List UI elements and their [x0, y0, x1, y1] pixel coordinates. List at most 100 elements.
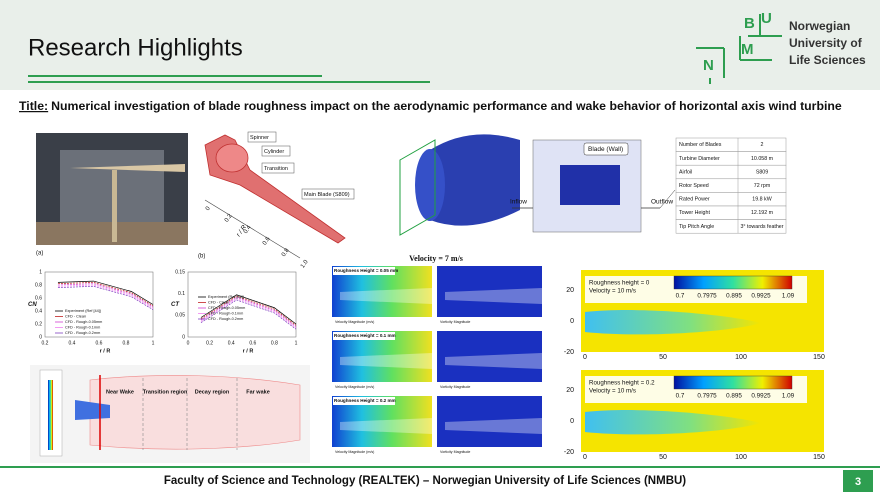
- chart-curve: [200, 299, 297, 330]
- x-tick-label: 0: [583, 454, 587, 461]
- footer-text: Faculty of Science and Technology (REALT…: [164, 475, 686, 487]
- wake-region: [89, 375, 301, 450]
- page-number-box: [843, 470, 873, 492]
- callout-box: [583, 142, 629, 156]
- legend-text: CFD - Rough-0.2mm: [65, 331, 100, 335]
- cfd-domain: [399, 134, 676, 236]
- callout-text: Transition: [264, 166, 288, 172]
- panel-bar-strip: [437, 317, 542, 326]
- x-tick-label: 1: [295, 340, 298, 346]
- photo-detail: [70, 164, 185, 172]
- table-cell: Airfoil: [679, 169, 692, 175]
- university-name: Life Sciences: [789, 53, 866, 67]
- x-axis-label: r / R: [243, 348, 254, 354]
- callout-text: Blade (Wall): [588, 146, 623, 153]
- chart-curve: [57, 284, 154, 309]
- table-cell: 3° towards feather: [740, 224, 783, 230]
- panel-bar-label: Vorticity Magnitude: [440, 320, 470, 324]
- wake-region-label: Near Wake: [106, 389, 134, 395]
- legend-text: CFD - Rough-0.05mm: [208, 306, 245, 310]
- wake-colorbar: [48, 380, 53, 450]
- flow-label: Outflow: [651, 199, 673, 206]
- contour-wake: [585, 410, 761, 435]
- colorbar-tick: 0.7975: [697, 393, 717, 400]
- x-tick-label: 100: [735, 454, 747, 461]
- leader-line: [659, 189, 676, 209]
- wake-streak: [340, 418, 432, 434]
- flow-panel: [437, 396, 542, 456]
- small-charts: 10.80.60.40.200.2 0.4 0.6 0.8 1r / RCNExperi…: [28, 269, 298, 354]
- panel-bar-label: Velocity Magnitude (m/s): [335, 385, 374, 389]
- y-tick-label: 0: [39, 334, 42, 340]
- velocity-panels: Velocity Magnitude (m/s) Vorticity Magnit…: [332, 266, 542, 456]
- callout-box: [261, 162, 295, 174]
- y-axis-label: CT: [171, 302, 180, 308]
- contour-wake: [585, 310, 761, 335]
- contour-label: Roughness height = 0: [589, 280, 650, 287]
- contour-label: Velocity = 10 m/s: [589, 388, 636, 395]
- panel-bar-strip: [332, 382, 432, 391]
- y-tick-label: 1: [39, 269, 42, 275]
- x-tick-label: 50: [659, 354, 667, 361]
- wake-core: [75, 400, 110, 420]
- wake-streak: [340, 353, 432, 369]
- table-cell: 19.8 kW: [752, 197, 771, 203]
- y-tick-label: 20: [566, 387, 574, 394]
- blade-axis-ticks: 0 0.2 0.4 0.6 0.8 1.0: [205, 205, 310, 269]
- legend-text: CFD - Rough-0.1mm: [65, 326, 100, 330]
- y-tick-label: -20: [564, 349, 574, 356]
- colorbar-tick: 0.7: [676, 393, 685, 400]
- inflow-plane: [399, 139, 436, 236]
- wake-region-label: Far wake: [246, 389, 270, 395]
- panel-label-box: [333, 397, 395, 405]
- x-tick-label: 0.4: [69, 340, 76, 346]
- flow-panel: [437, 331, 542, 391]
- contour-label: Velocity = 10 m/s: [589, 288, 636, 295]
- logo: [696, 14, 782, 84]
- blade-shape: [215, 143, 249, 173]
- table-row: [675, 164, 787, 180]
- paper-title-label: Title:: [19, 99, 48, 113]
- x-tick-label: 0: [583, 354, 587, 361]
- university-name: University of: [789, 36, 863, 50]
- panel-bar-strip: [332, 447, 432, 456]
- domain-cylinder: [415, 149, 445, 221]
- y-tick-label: 0: [570, 318, 574, 325]
- colorbar-tick: 1.09: [782, 393, 795, 400]
- x-tick-label: 150: [813, 354, 825, 361]
- y-tick-label: 0.6: [35, 295, 42, 301]
- x-tick-label: 0: [187, 340, 190, 346]
- blade-axis-tick: 0.4: [243, 224, 253, 235]
- wake-streak: [445, 353, 542, 369]
- panel-bar-strip: [437, 447, 542, 456]
- legend-text: CFD - Rough-0.2mm: [208, 317, 243, 321]
- panel-label: Roughness Height = 0.05 mm: [334, 268, 398, 273]
- x-tick-label: 150: [813, 454, 825, 461]
- panel-bar-strip: [437, 382, 542, 391]
- table-cell: Tower Height: [679, 210, 710, 216]
- table-cell: 10.058 m: [751, 156, 774, 162]
- blade-axis-tick: 1.0: [300, 259, 310, 270]
- table-row: [675, 219, 787, 234]
- blade-axis: [204, 199, 301, 259]
- x-tick-label: 0.2: [206, 340, 213, 346]
- chart-curve: [57, 285, 154, 310]
- figure-label: (b): [198, 254, 205, 260]
- chart-curve: [200, 298, 297, 329]
- callout-box: [247, 131, 277, 143]
- table-cell: Number of Blades: [679, 142, 722, 148]
- y-tick-label: 0.15: [175, 269, 185, 275]
- domain-cylinder: [430, 134, 520, 226]
- legend-text: Experiment (Ref [44]): [65, 309, 102, 313]
- colorbar-tick: 1.09: [782, 293, 795, 300]
- flow-panel: [437, 266, 542, 326]
- callout-box: [301, 188, 355, 200]
- panel-bar-label: Vorticity Magnitude: [440, 385, 470, 389]
- table-cell: Rated Power: [679, 197, 710, 203]
- panel-label: Roughness Height = 0.2 mm: [334, 398, 396, 403]
- flow-label: Inflow: [510, 199, 527, 206]
- callout-text: Cylinder: [264, 149, 284, 155]
- logo-letter: U: [761, 10, 772, 27]
